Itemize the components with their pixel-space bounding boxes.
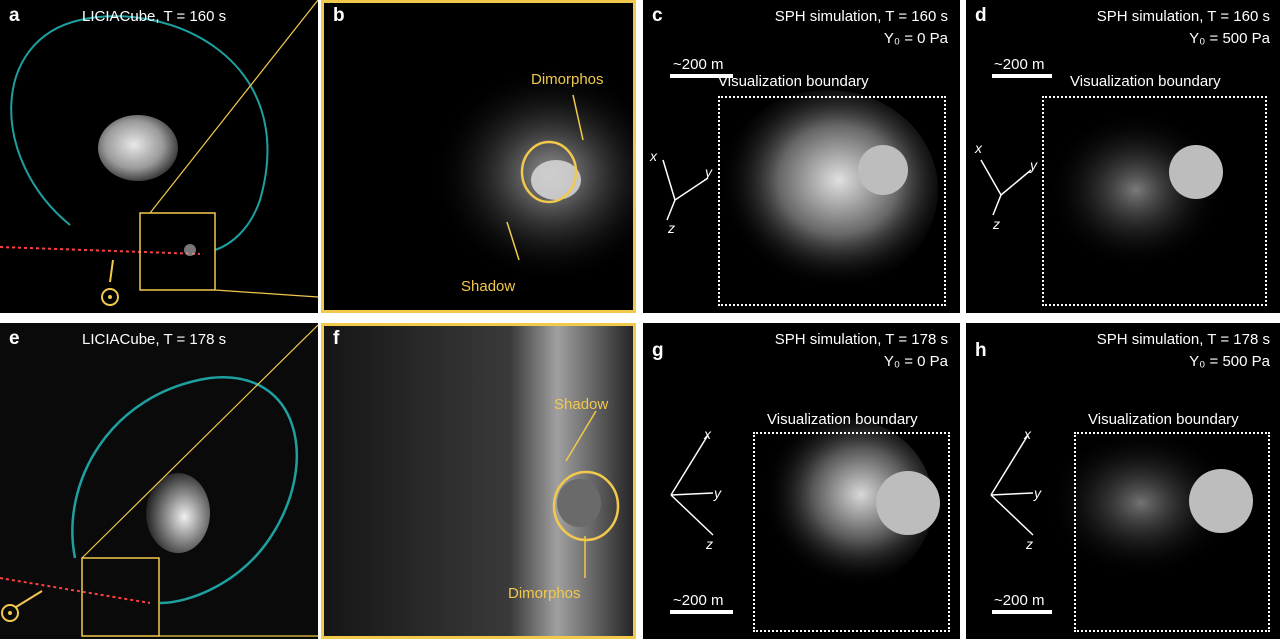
panel-d-image xyxy=(980,110,1226,270)
panel-letter: e xyxy=(9,328,20,349)
didymos-body xyxy=(146,473,210,553)
dimorphos-label: Dimorphos xyxy=(531,71,604,88)
panel-param: Y₀ = 500 Pa xyxy=(1189,353,1270,370)
panel-h: h SPH simulation, T = 178 s Y₀ = 500 Pa … xyxy=(966,323,1280,639)
dimorphos-outline xyxy=(552,470,620,542)
dimorphos-body xyxy=(876,471,940,535)
boundary-label: Visualization boundary xyxy=(1088,411,1239,428)
panel-title: SPH simulation, T = 160 s xyxy=(1096,8,1270,25)
panel-letter: h xyxy=(975,340,987,361)
zoom-box xyxy=(139,212,216,291)
scale-label: ~200 m xyxy=(673,56,724,73)
panel-f-image xyxy=(321,323,636,639)
axis-z: z xyxy=(706,536,713,552)
axis-y: y xyxy=(1030,157,1037,173)
didymos-body xyxy=(98,115,178,181)
dimorphos-body xyxy=(1169,145,1223,199)
orbit-arc xyxy=(71,376,299,605)
panel-title: LICIACube, T = 178 s xyxy=(82,331,227,348)
dimorphos-body xyxy=(858,145,908,195)
panel-title: SPH simulation, T = 178 s xyxy=(1096,331,1270,348)
scale-label: ~200 m xyxy=(994,56,1045,73)
boundary-label: Visualization boundary xyxy=(767,411,918,428)
panel-title: LICIACube, T = 160 s xyxy=(82,8,227,25)
dimorphos-label: Dimorphos xyxy=(508,585,581,602)
shadow-label: Shadow xyxy=(461,278,516,295)
panel-e-image xyxy=(0,323,318,639)
scale-bar xyxy=(670,74,733,78)
panel-letter: a xyxy=(9,5,20,26)
panel-title: SPH simulation, T = 160 s xyxy=(774,8,948,25)
trajectory-line xyxy=(0,246,201,255)
panel-param: Y₀ = 0 Pa xyxy=(883,353,948,370)
panel-letter: g xyxy=(652,340,664,361)
panel-title: SPH simulation, T = 178 s xyxy=(774,331,948,348)
axis-y: y xyxy=(714,485,721,501)
axis-y: y xyxy=(1034,485,1041,501)
panel-param: Y₀ = 0 Pa xyxy=(883,30,948,47)
panel-letter: b xyxy=(333,5,345,26)
scale-bar xyxy=(670,610,733,614)
panel-g: g SPH simulation, T = 178 s Y₀ = 0 Pa Vi… xyxy=(643,323,960,639)
axis-x: x xyxy=(1024,426,1031,442)
sun-icon xyxy=(101,288,119,306)
axis-y: y xyxy=(705,164,712,180)
panel-b: b Dimorphos Shadow xyxy=(321,0,636,313)
panel-a-image xyxy=(0,0,318,306)
panel-c-image xyxy=(662,90,938,290)
axis-x: x xyxy=(975,140,982,156)
panel-letter: c xyxy=(652,5,663,26)
scale-label: ~200 m xyxy=(673,592,724,609)
dimorphos-body xyxy=(1189,469,1253,533)
dimorphos-outline xyxy=(520,140,578,204)
shadow-label: Shadow xyxy=(554,396,609,413)
trajectory-line xyxy=(0,577,151,604)
scale-label: ~200 m xyxy=(994,592,1045,609)
panel-c: c SPH simulation, T = 160 s Y₀ = 0 Pa ~2… xyxy=(643,0,960,313)
panel-e: e LICIACube, T = 178 s xyxy=(0,323,318,639)
panel-f: f Shadow Dimorphos xyxy=(321,323,636,639)
orbit-arc xyxy=(10,15,269,251)
visualization-boundary xyxy=(718,96,946,306)
visualization-boundary xyxy=(1074,432,1270,632)
axis-x: x xyxy=(650,148,657,164)
axis-z: z xyxy=(993,216,1000,232)
scale-bar xyxy=(992,74,1052,78)
axis-z: z xyxy=(1026,536,1033,552)
boundary-label: Visualization boundary xyxy=(718,73,869,90)
zoom-box xyxy=(81,557,160,637)
visualization-boundary xyxy=(1042,96,1267,306)
panel-a: a LICIACube, T = 160 s xyxy=(0,0,318,313)
scale-bar xyxy=(992,610,1052,614)
boundary-label: Visualization boundary xyxy=(1070,73,1221,90)
panel-param: Y₀ = 500 Pa xyxy=(1189,30,1270,47)
axis-z: z xyxy=(668,220,675,236)
panel-h-image xyxy=(990,428,1253,578)
sun-icon xyxy=(1,604,19,622)
panel-letter: f xyxy=(333,328,340,349)
panel-d: d SPH simulation, T = 160 s Y₀ = 500 Pa … xyxy=(966,0,1280,313)
panel-g-image xyxy=(670,418,940,588)
panel-b-image xyxy=(431,65,636,285)
axis-x: x xyxy=(704,426,711,442)
visualization-boundary xyxy=(753,432,950,632)
panel-letter: d xyxy=(975,5,987,26)
